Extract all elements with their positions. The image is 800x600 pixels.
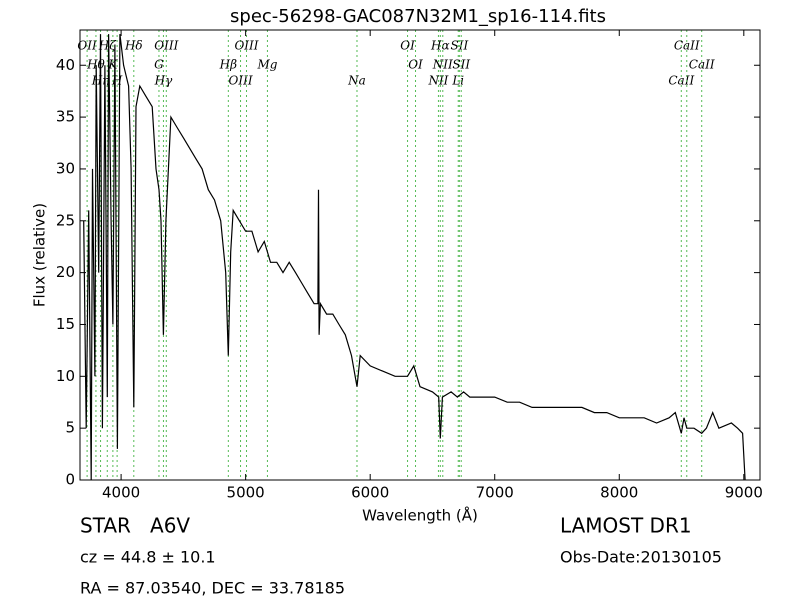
spectral-line-label: SII — [451, 39, 469, 53]
spectral-line-label: OI — [408, 58, 423, 72]
chart-title: spec-56298-GAC087N32M1_sp16-114.fits — [230, 6, 606, 27]
spectral-line-label: CaII — [668, 74, 694, 88]
obs-date: Obs-Date:20130105 — [560, 548, 722, 567]
survey: LAMOST DR1 — [560, 514, 692, 538]
spectral-line-label: NII — [432, 58, 453, 72]
y-tick-label: 30 — [56, 159, 75, 177]
spectral-line-label: NII — [427, 74, 448, 88]
spectral-line-label: Hα — [430, 39, 450, 53]
y-tick-label: 40 — [56, 56, 75, 74]
plot-frame — [79, 29, 761, 481]
spectral-line-label: Hδ — [124, 39, 143, 53]
x-axis-label: Wavelength (Å) — [362, 506, 478, 525]
spectral-line-label: CaII — [674, 39, 700, 53]
x-tick-label: 9000 — [725, 484, 763, 502]
y-axis-label: Flux (relative) — [31, 203, 49, 307]
spectral-line-label: OII — [77, 39, 97, 53]
y-tick-label: 25 — [56, 211, 75, 229]
spectral-line-label: OIII — [229, 74, 253, 88]
spectral-line-label: G — [154, 58, 164, 72]
spectral-line-label: OIII — [154, 39, 178, 53]
x-tick-label: 8000 — [600, 484, 638, 502]
coords: RA = 87.03540, DEC = 33.78185 — [80, 579, 345, 598]
spectral-line-label: Na — [347, 74, 366, 88]
x-tick-label: 6000 — [351, 484, 389, 502]
spectral-line-label: H — [111, 74, 123, 88]
y-tick-label: 35 — [56, 108, 75, 126]
y-tick-label: 5 — [65, 419, 75, 437]
spectral-line-label: CaII — [689, 58, 715, 72]
star-class: STAR A6V — [80, 514, 190, 538]
x-tick-label: 4000 — [102, 484, 140, 502]
spectral-line-label: K — [107, 58, 118, 72]
spectral-line-label: Hγ — [154, 74, 173, 88]
y-tick-label: 20 — [56, 263, 75, 281]
spectral-line-label: Li — [451, 74, 464, 88]
y-tick-label: 15 — [56, 315, 75, 333]
cz: cz = 44.8 ± 10.1 — [80, 548, 216, 567]
spectrum-line — [83, 34, 746, 480]
y-tick-label: 0 — [65, 471, 75, 489]
x-tick-label: 7000 — [476, 484, 514, 502]
spectral-line-label: Mg — [256, 58, 277, 72]
spectral-line-label: OIII — [234, 39, 258, 53]
spectral-line-label: OI — [400, 39, 415, 53]
spectral-line-label: SII — [452, 58, 470, 72]
spectral-line-label: Hβ — [219, 58, 237, 72]
x-tick-label: 5000 — [227, 484, 265, 502]
y-tick-label: 10 — [56, 367, 75, 385]
